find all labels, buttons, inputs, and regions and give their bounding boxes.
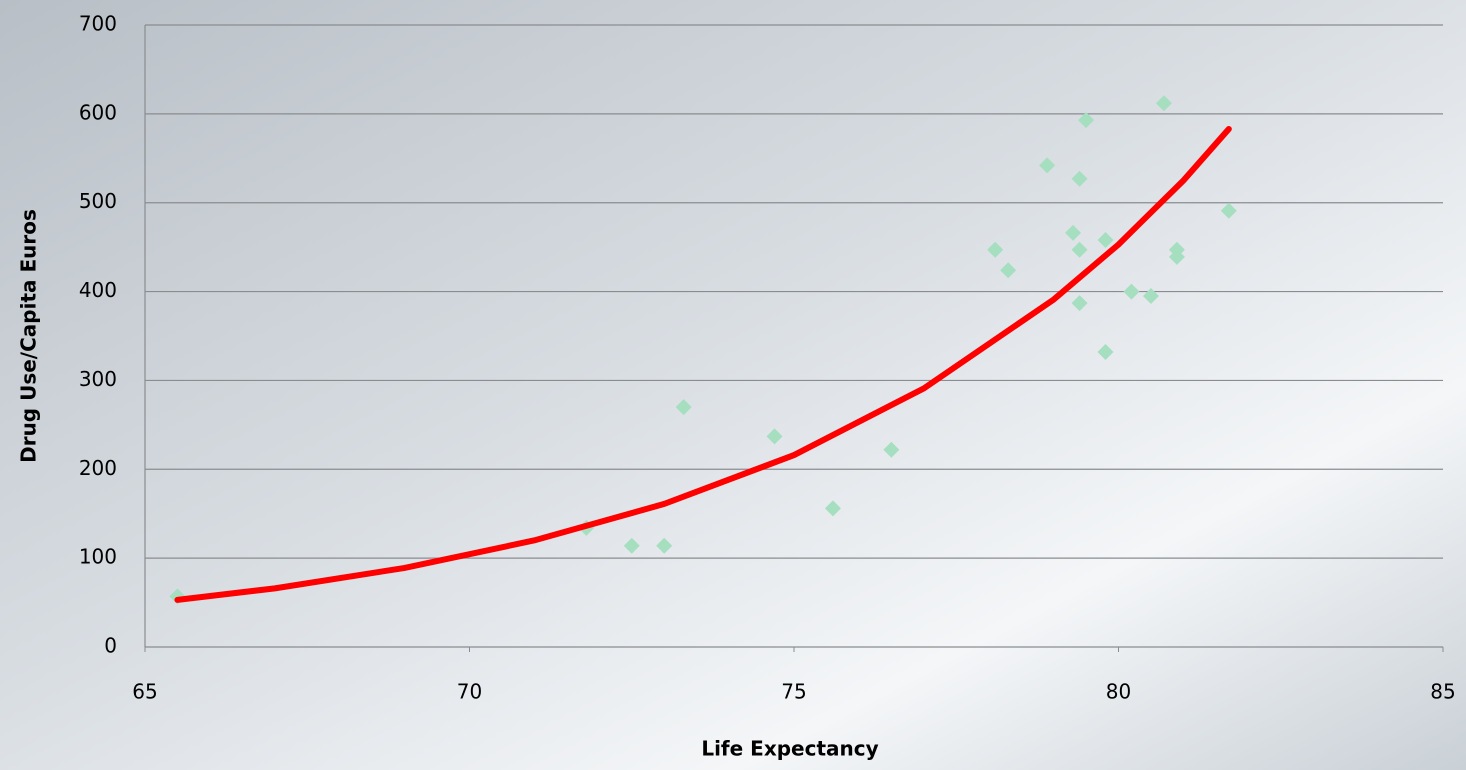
- point: [623, 537, 640, 554]
- point: [987, 241, 1004, 258]
- point: [1078, 112, 1095, 129]
- point: [1155, 95, 1172, 112]
- point: [1071, 241, 1088, 258]
- x-tick-label: 75: [781, 680, 806, 704]
- point: [883, 441, 900, 458]
- y-tick-label: 700: [79, 12, 117, 36]
- point: [1097, 232, 1114, 249]
- trendline: [174, 125, 1232, 603]
- point: [1039, 157, 1056, 174]
- y-tick-label: 400: [79, 278, 117, 302]
- point: [1123, 283, 1140, 300]
- point: [1142, 288, 1159, 305]
- point: [1168, 248, 1185, 265]
- y-tick-label: 200: [79, 456, 117, 480]
- point: [1065, 224, 1082, 241]
- point: [675, 399, 692, 416]
- x-tick-label: 80: [1106, 680, 1131, 704]
- point: [656, 537, 673, 554]
- y-tick-label: 100: [79, 545, 117, 569]
- point: [1097, 343, 1114, 360]
- x-axis-title: Life Expectancy: [701, 737, 878, 761]
- x-tick-label: 70: [457, 680, 482, 704]
- point: [824, 500, 841, 517]
- point: [1220, 202, 1237, 219]
- point: [1071, 170, 1088, 187]
- point: [1071, 295, 1088, 312]
- x-tick-label: 65: [132, 680, 157, 704]
- x-tick-label: 85: [1430, 680, 1455, 704]
- y-tick-label: 500: [79, 189, 117, 213]
- y-tick-label: 0: [104, 634, 117, 658]
- y-tick-label: 300: [79, 367, 117, 391]
- point: [1000, 262, 1017, 279]
- y-tick-label: 600: [79, 100, 117, 124]
- y-axis-title: Drug Use/Capita Euros: [17, 209, 41, 463]
- point: [766, 428, 783, 445]
